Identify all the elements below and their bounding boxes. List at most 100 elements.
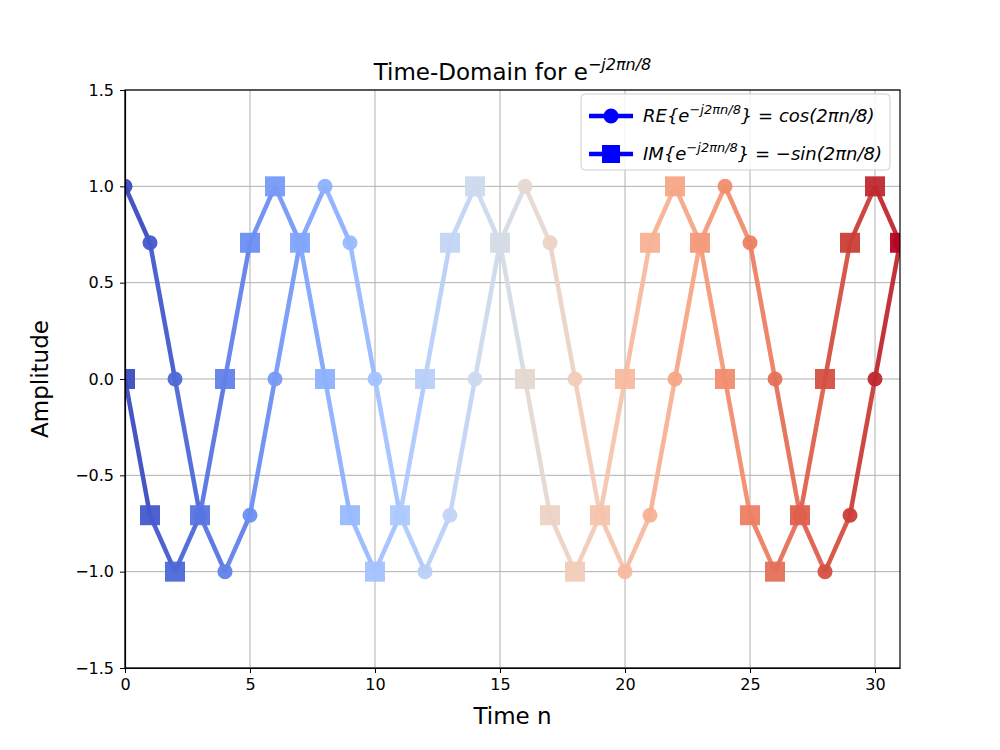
line-segment	[425, 243, 450, 379]
line-segment	[275, 243, 300, 379]
line-segment	[600, 379, 625, 515]
tick: 5	[245, 668, 255, 694]
legend-marker	[604, 109, 619, 124]
marker	[490, 233, 510, 253]
tick-label: 1.0	[89, 177, 114, 196]
plot-frame	[125, 90, 900, 668]
tick-mark	[120, 475, 125, 476]
marker	[543, 235, 558, 250]
tick-mark	[120, 283, 125, 284]
marker	[718, 179, 733, 194]
marker	[368, 372, 383, 387]
tick-label: −0.5	[75, 466, 114, 485]
line-segment	[525, 379, 550, 515]
marker	[615, 369, 635, 389]
legend-entry: IM{e−j2πn/8} = −sin(2πn/8)	[589, 140, 882, 164]
marker	[818, 564, 833, 579]
marker	[665, 176, 685, 196]
tick-label: 10	[365, 675, 385, 694]
line-segment	[225, 515, 250, 571]
line-segment	[750, 243, 775, 379]
marker	[765, 562, 785, 582]
series	[125, 176, 900, 581]
line-segment	[875, 243, 900, 379]
series	[125, 179, 900, 579]
legend: RE{e−j2πn/8} = cos(2πn/8) IM{e−j2πn/8} = …	[581, 94, 890, 170]
marker	[443, 508, 458, 523]
line-segment	[300, 243, 325, 379]
tick-mark	[875, 668, 876, 673]
marker	[568, 372, 583, 387]
marker	[265, 176, 285, 196]
tick: 25	[740, 668, 760, 694]
tick-label: 20	[615, 675, 635, 694]
tick: 15	[490, 668, 510, 694]
marker	[140, 505, 160, 525]
marker	[143, 235, 158, 250]
marker	[343, 235, 358, 250]
tick-mark	[120, 668, 125, 669]
line-segment	[650, 379, 675, 515]
line-segment	[500, 243, 525, 379]
superscript: −j2πn/8	[686, 140, 738, 155]
marker	[768, 372, 783, 387]
line-segment	[725, 379, 750, 515]
line-segment	[225, 243, 250, 379]
marker	[690, 233, 710, 253]
tick: −0.5	[75, 466, 125, 485]
marker	[365, 562, 385, 582]
x-axis: 051015202530	[120, 668, 900, 694]
marker	[843, 508, 858, 523]
marker	[640, 233, 660, 253]
marker	[743, 235, 758, 250]
tick-mark	[625, 668, 626, 673]
marker	[243, 508, 258, 523]
line-segment	[700, 243, 725, 379]
tick-mark	[120, 572, 125, 573]
marker	[240, 233, 260, 253]
y-axis-title: Amplitude	[27, 320, 53, 438]
tick-mark	[120, 379, 125, 380]
marker	[865, 176, 885, 196]
grid-line	[125, 379, 900, 380]
tick-label: 25	[740, 675, 760, 694]
text-run: IM{e	[643, 143, 686, 164]
marker	[715, 369, 735, 389]
marker	[190, 505, 210, 525]
title: Time-Domain for e−j2πn/8	[373, 55, 652, 85]
marker	[668, 372, 683, 387]
tick-label: 0.0	[89, 370, 114, 389]
tick-label: 1.5	[89, 81, 114, 100]
marker	[565, 562, 585, 582]
text-run: RE{e	[643, 105, 689, 126]
line-segment	[125, 186, 150, 242]
marker	[168, 372, 183, 387]
background	[0, 0, 1000, 750]
superscript: −j2πn/8	[588, 55, 651, 74]
line-segment	[375, 379, 400, 515]
line-segment	[675, 243, 700, 379]
marker	[740, 505, 760, 525]
line-segment	[400, 379, 425, 515]
marker	[418, 564, 433, 579]
line-segment	[350, 243, 375, 379]
line-segment	[200, 379, 225, 515]
line-segment	[625, 515, 650, 571]
text-run: } = −sin(2πn/8)	[738, 143, 882, 164]
tick-mark	[500, 668, 501, 673]
chart: 051015202530−1.5−1.0−0.50.00.51.01.5Time…	[0, 0, 1000, 750]
marker	[215, 369, 235, 389]
line-segment	[825, 515, 850, 571]
tick-mark	[125, 668, 126, 673]
legend-box	[581, 94, 890, 170]
legend-label: RE{e−j2πn/8} = cos(2πn/8)	[643, 102, 874, 126]
x-axis-title: Time n	[472, 703, 551, 729]
marker	[643, 508, 658, 523]
marker	[518, 179, 533, 194]
marker	[218, 564, 233, 579]
legend-marker	[602, 145, 620, 163]
tick: 0.0	[89, 370, 125, 389]
tick-label: −1.5	[75, 659, 114, 678]
grid	[125, 90, 900, 668]
line-segment	[150, 243, 175, 379]
